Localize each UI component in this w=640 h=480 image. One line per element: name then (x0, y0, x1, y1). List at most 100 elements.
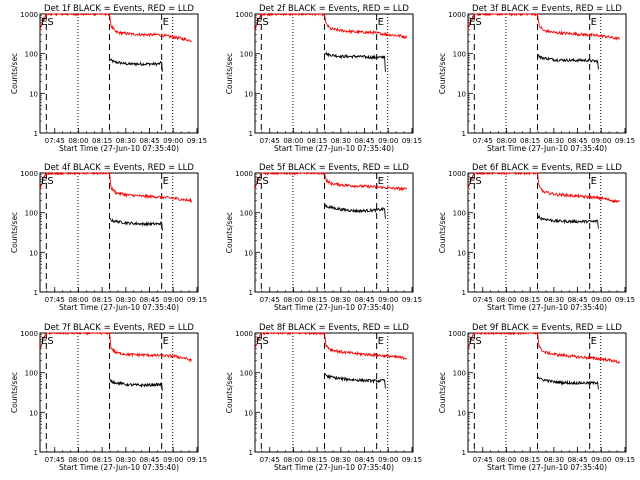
start-marker-label: ES (469, 17, 482, 28)
y-tick-label: 1000 (235, 11, 253, 19)
y-tick-label: 100 (240, 210, 253, 218)
x-tick-label: 09:00 (591, 456, 611, 464)
end-marker-label: E (591, 17, 597, 28)
end-marker-label: E (378, 336, 384, 347)
x-tick-label: 08:45 (354, 137, 374, 145)
y-tick-label: 10 (244, 409, 253, 417)
x-tick-label: 09:00 (378, 456, 398, 464)
start-marker-label: ES (256, 336, 269, 347)
x-tick-label: 07:45 (473, 456, 493, 464)
x-tick-label: 07:45 (260, 456, 280, 464)
x-tick-label: 09:00 (591, 296, 611, 304)
y-axis-label: Counts/sec (10, 212, 19, 253)
plot-frame (467, 13, 627, 134)
x-tick-label: 07:45 (45, 296, 65, 304)
y-tick-label: 100 (25, 370, 38, 378)
x-tick-label: 08:15 (520, 296, 540, 304)
y-tick-label: 1000 (448, 170, 466, 178)
y-tick-label: 100 (240, 51, 253, 59)
y-tick-label: 1 (34, 449, 38, 457)
y-tick-label: 100 (453, 210, 466, 218)
events-series-line (537, 214, 599, 229)
x-tick-label: 08:15 (92, 137, 112, 145)
y-tick-label: 10 (457, 90, 466, 98)
x-tick-label: 08:45 (354, 296, 374, 304)
y-axis-label: Counts/sec (438, 53, 447, 94)
start-marker-label: ES (469, 176, 482, 187)
x-tick-label: 09:15 (615, 296, 635, 304)
y-tick-label: 1 (34, 130, 38, 138)
panel-title: Det 9f BLACK = Events, RED = LLD (472, 323, 622, 333)
x-tick-label: 09:15 (187, 296, 207, 304)
y-tick-label: 10 (244, 249, 253, 257)
x-tick-label: 07:45 (473, 296, 493, 304)
x-tick-label: 08:00 (496, 137, 516, 145)
start-marker-label: ES (41, 17, 54, 28)
y-tick-label: 100 (453, 370, 466, 378)
events-series-line (109, 58, 163, 72)
end-marker-label: E (163, 176, 169, 187)
x-tick-label: 09:15 (615, 137, 635, 145)
x-tick-label: 07:45 (45, 137, 65, 145)
lld-series-line (39, 12, 192, 43)
x-tick-label: 08:00 (283, 137, 303, 145)
events-series-line (324, 372, 386, 389)
detector-panel-9: Det 9f BLACK = Events, RED = LLD 1 10 100 10… (438, 323, 635, 472)
panel-title: Det 7f BLACK = Events, RED = LLD (44, 323, 194, 333)
detector-panel-4: Det 4f BLACK = Events, RED = LLD 1 10 100 10… (10, 163, 207, 312)
x-tick-label: 08:45 (567, 456, 587, 464)
start-marker-label: ES (41, 176, 54, 187)
y-tick-label: 1 (462, 130, 466, 138)
x-tick-label: 08:30 (331, 137, 351, 145)
x-tick-label: 09:00 (163, 296, 183, 304)
x-tick-label: 08:30 (116, 456, 136, 464)
y-tick-label: 1000 (20, 330, 38, 338)
x-axis-label: Start Time (27-Jun-10 07:35:40) (59, 303, 179, 312)
x-tick-label: 07:45 (260, 296, 280, 304)
x-tick-label: 08:30 (116, 137, 136, 145)
detector-panel-2: Det 2f BLACK = Events, RED = LLD 1 10 100 10… (225, 4, 422, 153)
y-tick-label: 10 (29, 249, 38, 257)
y-tick-label: 1000 (235, 330, 253, 338)
x-axis-label: Start Time (27-Jun-10 07:35:40) (487, 303, 607, 312)
x-tick-label: 08:15 (307, 137, 327, 145)
end-marker-label: E (378, 176, 384, 187)
plot-frame (254, 13, 414, 134)
x-tick-label: 09:00 (378, 296, 398, 304)
y-tick-label: 100 (453, 51, 466, 59)
x-tick-label: 08:30 (544, 296, 564, 304)
plot-frame (254, 332, 414, 453)
x-tick-label: 08:15 (520, 456, 540, 464)
plot-frame (254, 172, 414, 293)
x-tick-label: 08:45 (139, 456, 159, 464)
x-tick-label: 08:30 (331, 456, 351, 464)
detector-panel-1: Det 1f BLACK = Events, RED = LLD 1 10 100 10… (10, 4, 207, 153)
x-tick-label: 08:15 (307, 456, 327, 464)
y-tick-label: 100 (25, 210, 38, 218)
lld-series-line (467, 12, 620, 41)
plot-frame (39, 172, 199, 293)
plot-frame (467, 332, 627, 453)
y-tick-label: 1 (249, 289, 253, 297)
lld-series-line (254, 331, 408, 361)
start-marker-label: ES (256, 176, 269, 187)
detector-panel-7: Det 7f BLACK = Events, RED = LLD 1 10 100 10… (10, 323, 207, 472)
x-tick-label: 08:30 (331, 296, 351, 304)
x-tick-label: 08:45 (354, 456, 374, 464)
detector-panel-5: Det 5f BLACK = Events, RED = LLD 1 10 100 10… (225, 163, 422, 312)
x-tick-label: 09:15 (187, 137, 207, 145)
x-tick-label: 08:45 (139, 137, 159, 145)
x-tick-label: 08:00 (68, 137, 88, 145)
x-tick-label: 07:45 (45, 456, 65, 464)
panel-title: Det 5f BLACK = Events, RED = LLD (259, 163, 409, 173)
events-series-line (324, 203, 386, 219)
x-tick-label: 08:30 (544, 456, 564, 464)
detector-panel-6: Det 6f BLACK = Events, RED = LLD 1 10 100 10… (438, 163, 635, 312)
x-tick-label: 08:00 (68, 456, 88, 464)
panel-title: Det 3f BLACK = Events, RED = LLD (472, 4, 622, 14)
x-tick-label: 08:30 (116, 296, 136, 304)
lld-series-line (467, 171, 621, 204)
x-axis-label: Start Time (27-Jun-10 07:35:40) (59, 463, 179, 472)
x-tick-label: 08:45 (567, 137, 587, 145)
y-axis-label: Counts/sec (10, 53, 19, 94)
